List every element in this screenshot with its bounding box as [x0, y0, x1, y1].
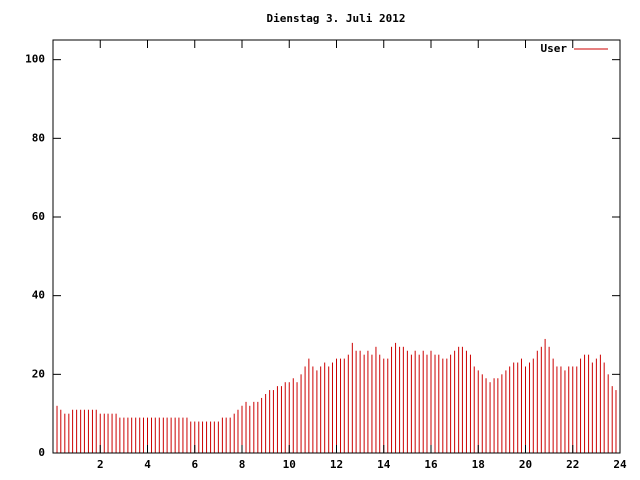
- x-tick-label: 18: [472, 458, 485, 471]
- chart-title: Dienstag 3. Juli 2012: [266, 12, 405, 25]
- x-tick-label: 24: [613, 458, 627, 471]
- plot-border: [52, 39, 621, 454]
- legend-label: User: [541, 42, 568, 55]
- x-tick-label: 16: [424, 458, 438, 471]
- x-tick-label: 6: [191, 458, 198, 471]
- y-tick-label: 100: [25, 53, 45, 66]
- y-tick-label: 0: [38, 446, 45, 459]
- x-tick-label: 8: [239, 458, 246, 471]
- x-tick-label: 14: [377, 458, 391, 471]
- x-tick-label: 2: [97, 458, 104, 471]
- y-tick-label: 80: [32, 131, 45, 144]
- y-tick-label: 20: [32, 367, 45, 380]
- x-tick-label: 12: [330, 458, 343, 471]
- y-tick-label: 60: [32, 210, 45, 223]
- x-tick-label: 22: [566, 458, 579, 471]
- y-tick-label: 40: [32, 289, 45, 302]
- x-tick-label: 10: [283, 458, 296, 471]
- x-tick-label: 4: [144, 458, 151, 471]
- x-tick-label: 20: [519, 458, 532, 471]
